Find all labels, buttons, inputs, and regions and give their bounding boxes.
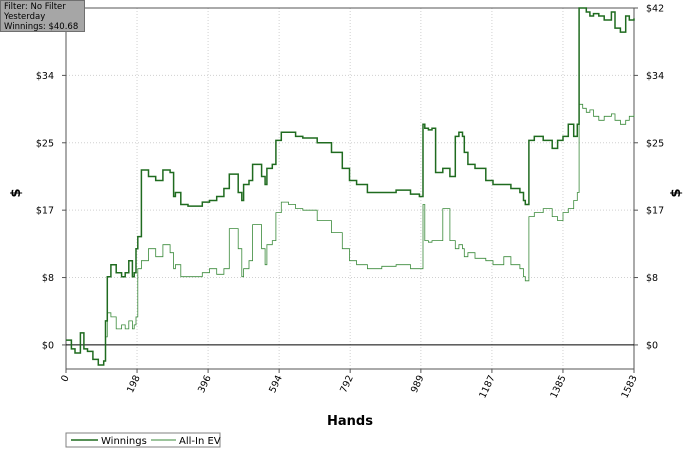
y-axis-title-right: $ <box>669 188 684 197</box>
period-label: Yesterday <box>4 12 46 22</box>
legend: Winnings All-In EV <box>65 432 221 448</box>
winnings-total-label: Winnings: $40.68 <box>4 22 79 32</box>
legend-label-all-in-ev: All-In EV <box>179 436 221 447</box>
y-tick-label-left: $8 <box>42 273 54 284</box>
filter-label: Filter: No Filter <box>4 2 66 12</box>
x-tick-label: 198 <box>125 374 143 395</box>
y-tick-label-left: $0 <box>42 340 54 351</box>
grid-layer <box>65 7 635 369</box>
tick-layer: 0 198 396 594 792 989 1187 1385 1583 $0 $0 $8 $8 $17 $… <box>36 4 664 401</box>
y-tick-label-right: $17 <box>646 206 664 217</box>
legend-box <box>65 432 221 448</box>
x-tick-label: 396 <box>196 374 214 395</box>
x-tick-label: 1385 <box>548 374 568 401</box>
y-tick-label-right: $34 <box>646 71 664 82</box>
y-tick-label-right: $42 <box>646 4 664 15</box>
legend-label-winnings: Winnings <box>101 436 147 447</box>
x-tick-label: 1187 <box>477 374 497 401</box>
y-tick-label-left: $25 <box>36 138 54 149</box>
x-tick-label: 792 <box>338 374 356 395</box>
x-tick-label: 594 <box>267 374 285 395</box>
y-tick-label-left: $34 <box>36 71 54 82</box>
x-tick-label: 989 <box>409 374 427 395</box>
all-in-ev-line <box>66 103 635 366</box>
y-axis-title-left: $ <box>9 188 24 197</box>
y-tick-label-right: $0 <box>646 340 658 351</box>
x-tick-label: 0 <box>59 374 72 384</box>
winnings-line <box>66 7 635 366</box>
y-tick-label-left: $17 <box>36 206 54 217</box>
y-tick-label-right: $8 <box>646 273 658 284</box>
x-axis-title: Hands <box>327 414 373 429</box>
filter-info-box: Filter: No Filter Yesterday Winnings: $4… <box>0 0 85 32</box>
x-tick-label: 1583 <box>620 374 640 401</box>
y-tick-label-right: $25 <box>646 138 664 149</box>
series-layer <box>66 7 635 366</box>
